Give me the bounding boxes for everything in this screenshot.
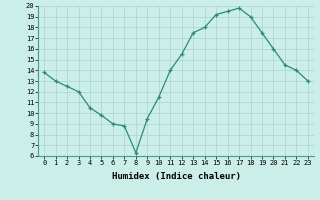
X-axis label: Humidex (Indice chaleur): Humidex (Indice chaleur) (111, 172, 241, 181)
